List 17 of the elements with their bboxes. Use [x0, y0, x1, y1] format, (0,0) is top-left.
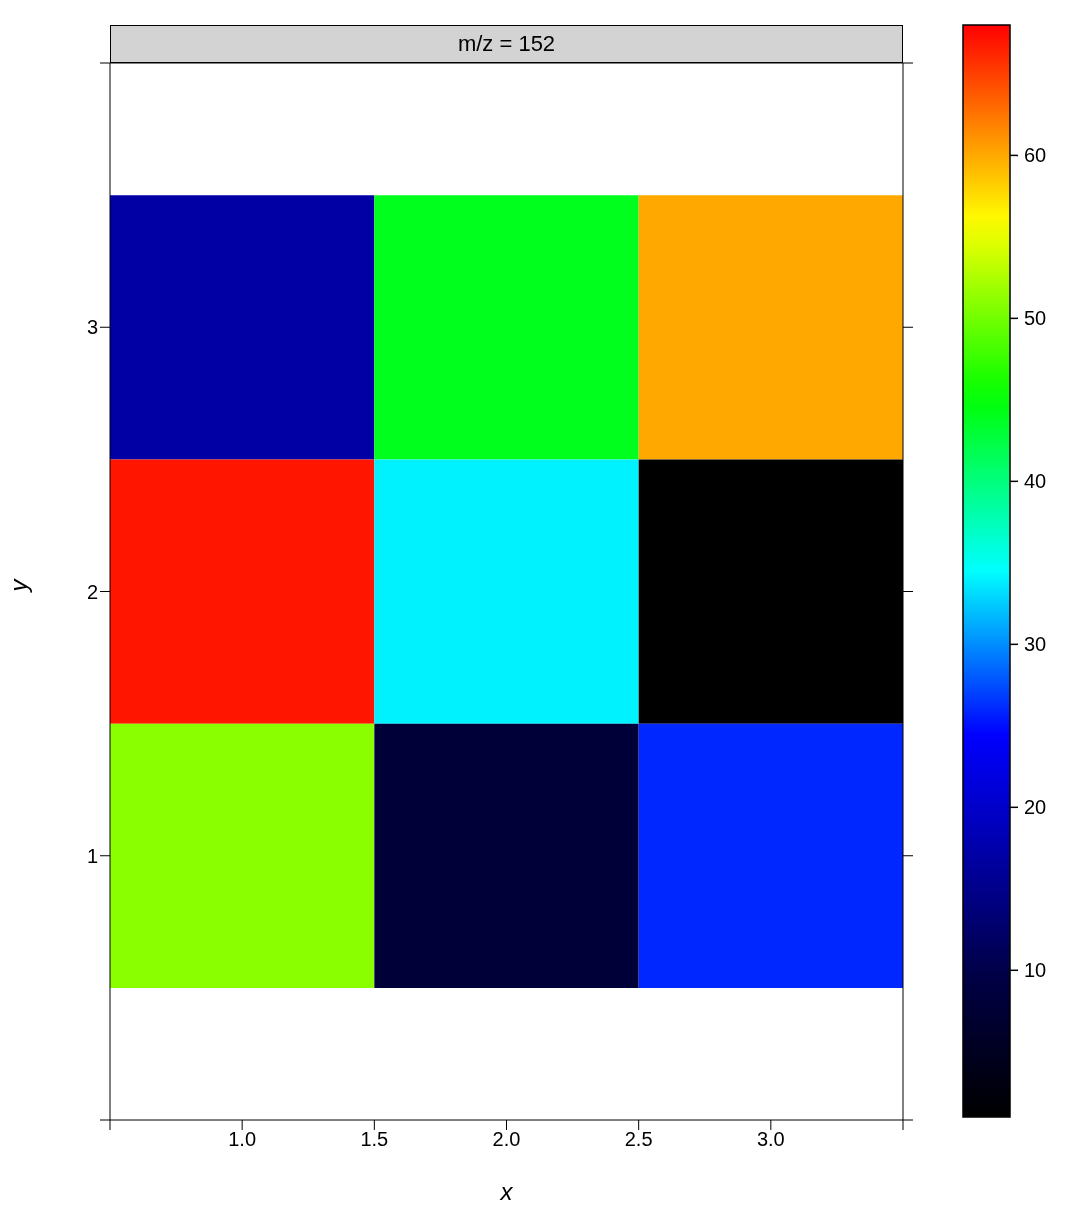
x-tick-label: 3.0 — [756, 1128, 785, 1151]
y-tick-label: 3 — [86, 316, 98, 339]
x-tick-label: 2.0 — [492, 1128, 521, 1151]
y-axis-title: y — [4, 577, 32, 594]
x-axis-title: x — [499, 1178, 514, 1205]
x-tick-label: 1.0 — [228, 1128, 257, 1151]
chart-title: m/z = 152 — [110, 25, 903, 63]
color-bar-label: 40 — [1024, 470, 1047, 493]
x-tick-label: 2.5 — [624, 1128, 653, 1151]
y-tick-label: 1 — [86, 844, 98, 867]
x-tick-label: 1.5 — [360, 1128, 389, 1151]
color-bar-label: 30 — [1024, 633, 1047, 656]
color-bar-label: 60 — [1024, 144, 1047, 167]
color-bar-label: 20 — [1024, 796, 1047, 819]
y-tick-label: 2 — [86, 580, 98, 603]
color-bar-label: 50 — [1024, 307, 1047, 330]
color-bar-label: 10 — [1024, 959, 1047, 982]
